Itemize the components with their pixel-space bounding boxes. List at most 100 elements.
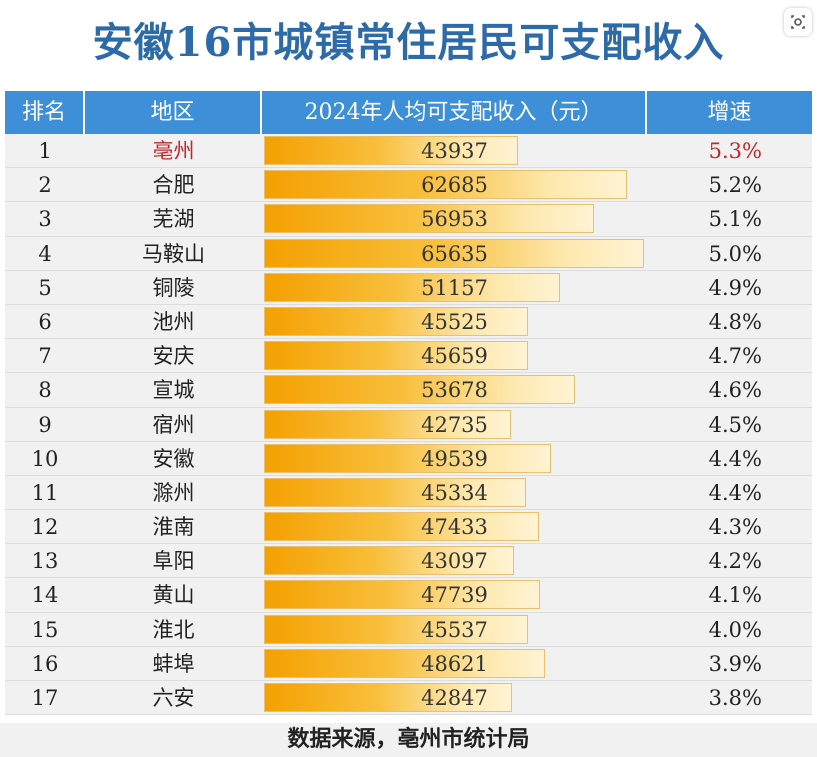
region-cell: 黄山	[152, 583, 195, 608]
growth-cell: 4.2%	[708, 549, 762, 574]
rank-cell: 17	[31, 686, 59, 710]
income-bar	[264, 238, 644, 268]
income-value-label: 48621	[421, 651, 488, 676]
growth-cell: 4.9%	[708, 275, 762, 300]
rank-cell: 7	[38, 344, 52, 369]
income-bar	[264, 443, 551, 473]
income-cell: 43097	[262, 544, 647, 577]
table-row: 12 淮南 47433 4.3%	[5, 510, 812, 545]
table-row: 7 安庆 45659 4.7%	[5, 339, 812, 374]
region-cell: 宿州	[152, 412, 195, 437]
income-cell: 51157	[262, 271, 647, 304]
rank-cell: 13	[31, 549, 59, 574]
table-row: 16 蚌埠 48621 3.9%	[5, 647, 812, 681]
region-cell: 池州	[152, 309, 195, 334]
source-note: 数据来源，亳州市统计局	[0, 723, 817, 757]
lens-button[interactable]	[784, 8, 812, 36]
income-bar	[264, 306, 528, 336]
growth-cell: 5.0%	[708, 241, 762, 266]
table-row: 13 阜阳 43097 4.2%	[5, 544, 812, 579]
income-cell: 53678	[262, 373, 647, 406]
header-income: 2024年人均可支配收入（元）	[262, 91, 647, 134]
income-bar	[264, 580, 541, 610]
growth-cell: 4.4%	[708, 480, 762, 505]
growth-cell: 4.5%	[708, 412, 762, 437]
growth-cell: 4.1%	[708, 583, 762, 608]
table-row: 5 铜陵 51157 4.9%	[5, 271, 812, 305]
growth-cell: 4.7%	[708, 344, 762, 369]
rank-cell: 3	[38, 207, 52, 232]
rank-cell: 14	[31, 583, 59, 608]
income-value-label: 62685	[421, 173, 488, 198]
income-value-label: 47433	[421, 515, 488, 540]
rank-cell: 10	[31, 446, 59, 471]
rank-cell: 15	[31, 617, 59, 642]
region-cell: 滁州	[152, 480, 195, 505]
income-bar	[264, 648, 546, 678]
growth-cell: 4.8%	[708, 309, 762, 334]
growth-cell: 3.9%	[708, 651, 762, 676]
rank-cell: 12	[31, 515, 59, 540]
table-body: 1 亳州 43937 5.3% 2 合肥 62685 5.2% 3 芜湖 56953 5.1% 4 马鞍山…	[5, 134, 812, 716]
region-cell: 淮南	[152, 515, 195, 540]
region-cell: 宣城	[152, 378, 195, 403]
growth-cell: 4.0%	[708, 617, 762, 642]
income-cell: 47739	[262, 578, 647, 611]
income-cell: 65635	[262, 237, 647, 270]
growth-cell: 4.3%	[708, 515, 762, 540]
rank-cell: 9	[38, 412, 52, 437]
income-bar	[264, 272, 561, 302]
growth-cell: 3.8%	[708, 686, 762, 710]
income-bar	[264, 341, 529, 371]
income-value-label: 42735	[421, 412, 488, 437]
income-value-label: 51157	[421, 275, 488, 300]
growth-cell: 4.6%	[708, 378, 762, 403]
income-cell: 47433	[262, 510, 647, 543]
income-bar	[264, 683, 513, 712]
income-value-label: 45659	[421, 344, 488, 369]
table-header: 排名 地区 2024年人均可支配收入（元） 增速	[5, 91, 812, 134]
income-cell: 42847	[262, 681, 647, 714]
income-bar	[264, 409, 512, 439]
income-table: 排名 地区 2024年人均可支配收入（元） 增速 1 亳州 43937 5.3% 2 合肥…	[5, 91, 812, 716]
table-row: 9 宿州 42735 4.5%	[5, 408, 812, 442]
region-cell: 安庆	[152, 344, 195, 369]
rank-cell: 11	[31, 480, 59, 505]
region-cell: 芜湖	[152, 207, 195, 232]
rank-cell: 5	[38, 275, 52, 300]
income-value-label: 45537	[421, 617, 488, 642]
income-cell: 49539	[262, 442, 647, 475]
income-value-label: 47739	[421, 583, 488, 608]
chart-title: 安徽16市城镇常住居民可支配收入	[92, 19, 725, 66]
rank-cell: 8	[38, 378, 52, 403]
region-cell: 马鞍山	[142, 241, 205, 266]
table-row: 4 马鞍山 65635 5.0%	[5, 237, 812, 271]
header-rank: 排名	[5, 91, 85, 134]
table-row: 17 六安 42847 3.8%	[5, 681, 812, 716]
table-row: 3 芜湖 56953 5.1%	[5, 202, 812, 237]
income-bar	[264, 546, 514, 576]
income-bar	[264, 136, 519, 165]
income-bar	[264, 375, 575, 405]
growth-cell: 5.1%	[708, 207, 762, 232]
rank-cell: 2	[38, 173, 52, 198]
rank-cell: 4	[38, 241, 52, 266]
growth-cell: 5.3%	[708, 139, 762, 163]
income-cell: 45334	[262, 476, 647, 509]
region-cell: 亳州	[152, 139, 195, 163]
income-bar	[264, 170, 627, 200]
table-row: 2 合肥 62685 5.2%	[5, 168, 812, 203]
table-row: 14 黄山 47739 4.1%	[5, 578, 812, 613]
income-bar	[264, 512, 539, 542]
income-cell: 45525	[262, 305, 647, 338]
income-bar	[264, 477, 527, 507]
income-value-label: 56953	[421, 207, 488, 232]
income-bar	[264, 614, 528, 644]
header-region: 地区	[85, 91, 262, 134]
income-value-label: 53678	[421, 378, 488, 403]
table-row: 10 安徽 49539 4.4%	[5, 442, 812, 476]
region-cell: 六安	[152, 686, 195, 710]
region-cell: 淮北	[152, 617, 195, 642]
region-cell: 铜陵	[152, 275, 195, 300]
region-cell: 安徽	[152, 446, 195, 471]
